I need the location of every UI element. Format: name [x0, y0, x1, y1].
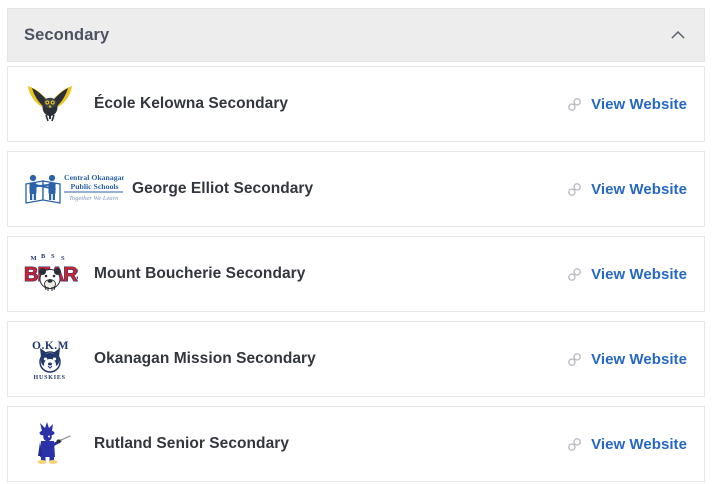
svg-text:HUSKIES: HUSKIES [34, 375, 66, 381]
view-website-link[interactable]: View Website [567, 181, 690, 198]
link-chain-icon[interactable] [567, 182, 582, 197]
svg-text:Public Schools: Public Schools [71, 182, 119, 191]
view-website-label: View Website [591, 350, 687, 368]
svg-text:O.K.M: O.K.M [32, 340, 69, 352]
school-card: École Kelowna Secondary View Website [7, 66, 705, 142]
kelowna-owl-logo [22, 76, 78, 132]
okm-huskies-logo: O.K.M HUSKIES [22, 331, 78, 387]
school-name: École Kelowna Secondary [94, 95, 289, 112]
svg-text:Central Okanagan: Central Okanagan [64, 173, 124, 182]
accordion-title: Secondary [24, 25, 110, 44]
link-chain-icon[interactable] [567, 437, 582, 452]
view-website-label: View Website [591, 180, 687, 198]
accordion-header-secondary[interactable]: Secondary [7, 8, 705, 62]
rutland-voyageur-logo [22, 416, 78, 472]
school-card: O.K.M HUSKIES Okanagan Mission Secondary… [7, 321, 705, 397]
central-okanagan-public-schools-logo: Central Okanagan Public Schools Together… [22, 161, 126, 217]
school-name: Rutland Senior Secondary [94, 435, 289, 452]
school-card-list: École Kelowna Secondary View Website [0, 66, 713, 484]
view-website-label: View Website [591, 265, 687, 283]
view-website-link[interactable]: View Website [567, 266, 690, 283]
svg-text:S: S [51, 253, 55, 260]
chevron-up-icon[interactable] [670, 27, 686, 43]
link-chain-icon[interactable] [567, 97, 582, 112]
view-website-link[interactable]: View Website [567, 96, 690, 113]
school-card: Central Okanagan Public Schools Together… [7, 151, 705, 227]
school-name: Mount Boucherie Secondary [94, 265, 306, 282]
svg-text:S: S [61, 255, 65, 262]
view-website-link[interactable]: View Website [567, 351, 690, 368]
svg-text:Together We Learn: Together We Learn [69, 195, 118, 202]
school-card: Rutland Senior Secondary View Website [7, 406, 705, 482]
view-website-label: View Website [591, 95, 687, 113]
mbss-bears-logo: M B S S BEARS [22, 246, 78, 302]
svg-text:B: B [41, 253, 46, 260]
link-chain-icon[interactable] [567, 352, 582, 367]
svg-text:M: M [31, 255, 37, 262]
link-chain-icon[interactable] [567, 267, 582, 282]
school-name: Okanagan Mission Secondary [94, 350, 316, 367]
school-name: George Elliot Secondary [132, 180, 314, 197]
view-website-link[interactable]: View Website [567, 436, 690, 453]
view-website-label: View Website [591, 435, 687, 453]
school-card: M B S S BEARS Mount Boucherie Secondary … [7, 236, 705, 312]
